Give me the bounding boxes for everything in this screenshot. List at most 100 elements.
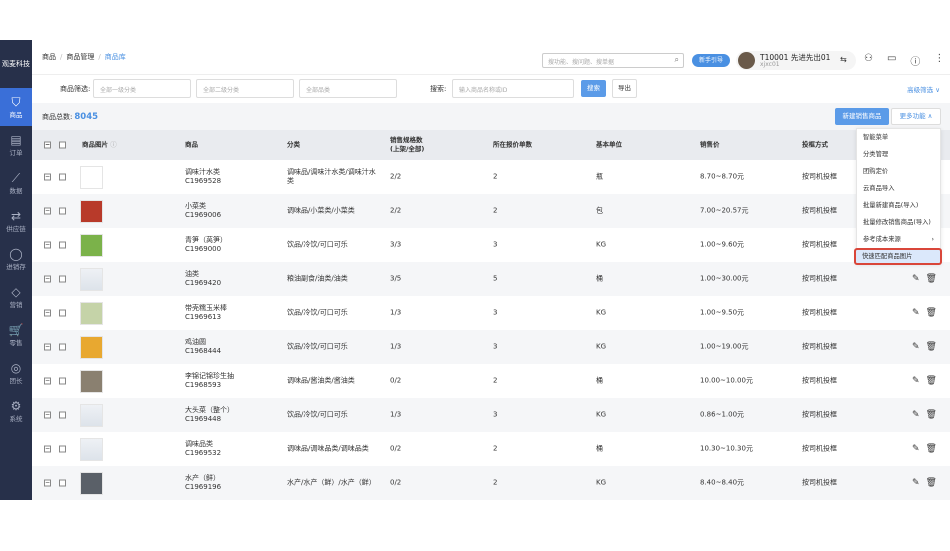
- guide-button[interactable]: 新手引导: [692, 54, 730, 67]
- product-image[interactable]: [80, 234, 103, 257]
- product-search-input[interactable]: 输入商品名称或ID: [452, 79, 574, 98]
- expand-toggle[interactable]: −: [44, 377, 51, 385]
- menu-item[interactable]: 云商品导入: [863, 185, 895, 192]
- product-image[interactable]: [80, 472, 103, 495]
- expand-toggle[interactable]: −: [44, 173, 51, 181]
- sidebar-item[interactable]: ⚙ 系统: [9, 399, 23, 423]
- menu-item[interactable]: 智能菜单: [863, 134, 889, 141]
- category2-select[interactable]: 全部二级分类: [196, 79, 294, 98]
- trash-icon[interactable]: 🗑: [925, 444, 937, 454]
- menu-item[interactable]: 团购定价: [863, 168, 889, 175]
- menu-item[interactable]: 快速匹配商品图片: [854, 248, 942, 265]
- edit-icon[interactable]: ✎: [912, 410, 920, 420]
- more-functions-button[interactable]: 更多功能 ∧: [891, 108, 941, 125]
- column-header[interactable]: 分类: [287, 140, 300, 149]
- expand-toggle[interactable]: −: [44, 275, 51, 283]
- trash-icon[interactable]: 🗑: [925, 410, 937, 420]
- product-name[interactable]: 调味品类 C1969532: [185, 440, 222, 457]
- trash-icon[interactable]: 🗑: [925, 342, 937, 352]
- trash-icon[interactable]: 🗑: [925, 308, 937, 318]
- product-image[interactable]: [80, 438, 103, 461]
- sidebar-item[interactable]: ◯ 进销存: [6, 247, 26, 271]
- trash-icon[interactable]: 🗑: [925, 478, 937, 488]
- column-header[interactable]: 商品: [185, 140, 198, 149]
- product-name[interactable]: 青笋（莴笋） C1969000: [185, 236, 227, 253]
- menu-item[interactable]: 批量新建商品(导入): [863, 202, 919, 209]
- category: 粮油副食/油类/油类: [287, 274, 348, 283]
- expand-all-toggle[interactable]: −: [44, 141, 51, 149]
- export-button[interactable]: 导出: [612, 79, 637, 98]
- product-name[interactable]: 水产（鲜） C1969196: [185, 474, 222, 491]
- expand-toggle[interactable]: −: [44, 207, 51, 215]
- row-checkbox[interactable]: [59, 343, 66, 351]
- row-checkbox[interactable]: [59, 173, 66, 181]
- edit-icon[interactable]: ✎: [912, 444, 920, 454]
- row-checkbox[interactable]: [59, 241, 66, 249]
- search-button[interactable]: 搜索: [581, 80, 606, 97]
- switch-icon[interactable]: ⇆: [840, 55, 847, 64]
- product-image[interactable]: [80, 302, 103, 325]
- edit-icon[interactable]: ✎: [912, 308, 920, 318]
- sidebar-item[interactable]: ▤ 订单: [9, 133, 23, 157]
- product-name[interactable]: 大头菜（整个） C1969448: [185, 406, 234, 423]
- more-vertical-icon[interactable]: ⋮: [934, 53, 945, 64]
- new-product-button[interactable]: 新建销售商品: [835, 108, 889, 125]
- category3-select[interactable]: 全部品类: [299, 79, 397, 98]
- trash-icon[interactable]: 🗑: [925, 274, 937, 284]
- team-icon[interactable]: ⚇: [864, 53, 873, 64]
- menu-item[interactable]: 参考成本来源 ›: [857, 231, 940, 248]
- product-image[interactable]: [80, 404, 103, 427]
- product-name[interactable]: 调味汁水类 C1969528: [185, 168, 222, 185]
- user-icon: ◎: [10, 361, 22, 375]
- spec-count: 0/2: [390, 444, 402, 453]
- expand-toggle[interactable]: −: [44, 241, 51, 249]
- menu-item[interactable]: 批量修改销售商品(导入): [863, 219, 931, 226]
- product-name[interactable]: 李锦记锦珍生抽 C1968593: [185, 372, 234, 389]
- sidebar-item[interactable]: 🛒 零售: [8, 323, 24, 347]
- row-checkbox[interactable]: [59, 377, 66, 385]
- advanced-filter-toggle[interactable]: 高级筛选 ∨: [907, 86, 940, 94]
- sidebar-item[interactable]: ⟋ 数据: [9, 171, 23, 195]
- edit-icon[interactable]: ✎: [912, 376, 920, 386]
- message-icon[interactable]: ▭: [886, 53, 897, 64]
- product-image[interactable]: [80, 370, 103, 393]
- expand-toggle[interactable]: −: [44, 309, 51, 317]
- trash-icon[interactable]: 🗑: [925, 376, 937, 386]
- row-checkbox[interactable]: [59, 411, 66, 419]
- sidebar: 观麦科技 ⛉ 商品 ▤ 订单 ⟋ 数据 ⇄ 供应链 ◯ 进销存 ◇ 营销 🛒 零售 ◎ 团长 ⚙ 系统: [0, 40, 32, 500]
- product-image[interactable]: [80, 336, 103, 359]
- row-checkbox[interactable]: [59, 445, 66, 453]
- sidebar-item[interactable]: ◇ 营销: [9, 285, 23, 309]
- sidebar-item[interactable]: ◎ 团长: [9, 361, 23, 385]
- row-checkbox[interactable]: [59, 275, 66, 283]
- expand-toggle[interactable]: −: [44, 445, 51, 453]
- product-image[interactable]: [80, 268, 103, 291]
- basket-mode: 按司机投框: [802, 240, 837, 249]
- category1-select[interactable]: 全部一级分类: [93, 79, 191, 98]
- edit-icon[interactable]: ✎: [912, 478, 920, 488]
- sidebar-item[interactable]: ⇄ 供应链: [6, 209, 26, 233]
- breadcrumb-item[interactable]: 商品: [42, 53, 56, 61]
- expand-toggle[interactable]: −: [44, 343, 51, 351]
- product-name[interactable]: 油类 C1969420: [185, 270, 222, 287]
- edit-icon[interactable]: ✎: [912, 274, 920, 284]
- edit-icon[interactable]: ✎: [912, 342, 920, 352]
- row-checkbox[interactable]: [59, 207, 66, 215]
- row-checkbox[interactable]: [59, 479, 66, 487]
- breadcrumb-item[interactable]: 商品管理: [66, 53, 95, 61]
- user-menu[interactable]: T10001 先进先出01 xjxc01 ⇆: [736, 51, 856, 70]
- product-image[interactable]: [80, 200, 103, 223]
- product-name[interactable]: 小菜类 C1969006: [185, 202, 222, 219]
- global-search-input[interactable]: 搜功能、搜问题、搜单据 ⌕: [542, 53, 684, 68]
- help-icon[interactable]: ⓘ: [910, 57, 921, 68]
- product-name[interactable]: 带壳糯玉米棒 C1969613: [185, 304, 227, 321]
- sidebar-item[interactable]: ⛉ 商品: [0, 88, 32, 126]
- expand-toggle[interactable]: −: [44, 479, 51, 487]
- category: 饮品/冷饮/可口可乐: [287, 342, 348, 351]
- product-name[interactable]: 鸡油圆 C1968444: [185, 338, 222, 355]
- expand-toggle[interactable]: −: [44, 411, 51, 419]
- product-image[interactable]: [80, 166, 103, 189]
- select-all-checkbox[interactable]: [59, 141, 66, 149]
- row-checkbox[interactable]: [59, 309, 66, 317]
- menu-item[interactable]: 分类管理: [863, 151, 889, 158]
